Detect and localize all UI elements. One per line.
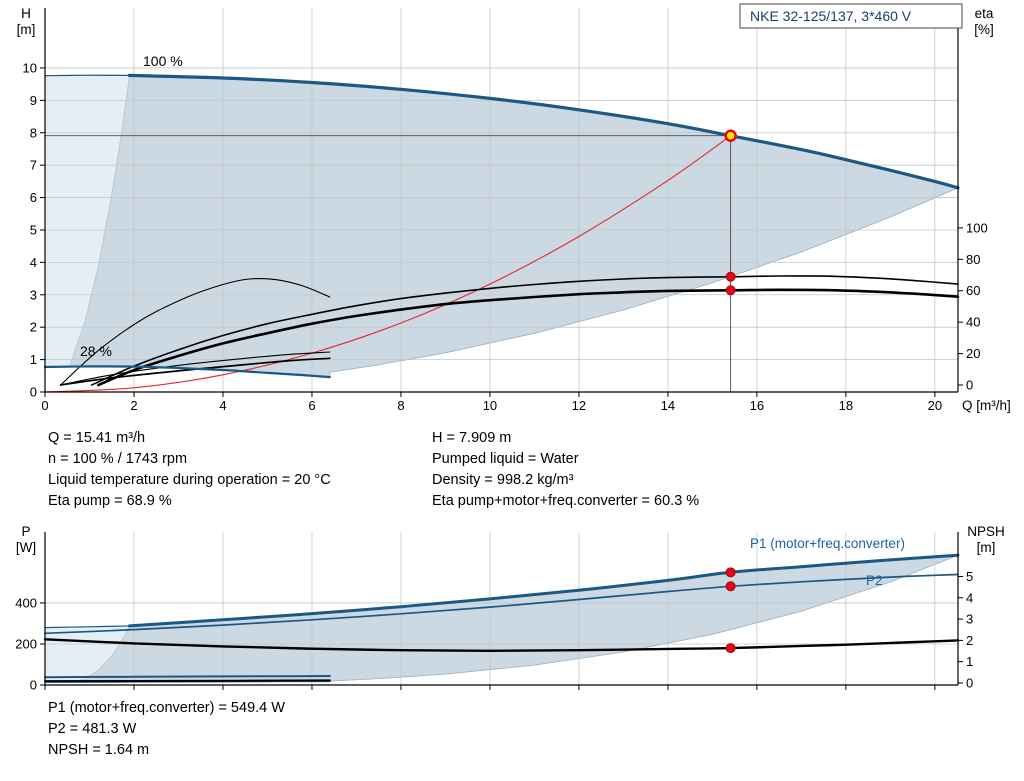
svg-text:4: 4	[30, 255, 37, 270]
result-head: H = 7.909 m	[432, 430, 512, 446]
eta-pump-28-curve	[60, 278, 331, 386]
result-eta-pump: Eta pump = 68.9 %	[48, 493, 172, 509]
result-npsh: NPSH = 1.64 m	[48, 742, 150, 758]
svg-text:100: 100	[966, 220, 988, 235]
svg-text:14: 14	[661, 398, 675, 413]
y-left-title: H	[21, 6, 31, 21]
svg-text:5: 5	[966, 569, 973, 584]
y-right-title: NPSH	[967, 524, 1005, 539]
npsh-dot	[725, 643, 736, 654]
svg-text:0: 0	[966, 675, 973, 690]
result-liquid: Pumped liquid = Water	[432, 451, 579, 467]
svg-text:4: 4	[966, 590, 973, 605]
svg-text:400: 400	[15, 595, 37, 610]
svg-text:4: 4	[219, 398, 226, 413]
svg-text:6: 6	[308, 398, 315, 413]
svg-text:40: 40	[966, 315, 980, 330]
qh-eta-chart: 0 2 4 6 8 10 12 14 16 18 2001234567891002040608010…	[17, 3, 1011, 413]
svg-text:2: 2	[966, 633, 973, 648]
chart-title: NKE 32-125/137, 3*460 V	[750, 8, 912, 24]
tick-labels: 0 200 400 0 1 2 3 4 5	[15, 569, 973, 692]
eta-28-curve-a	[60, 351, 331, 386]
svg-text:0: 0	[966, 377, 973, 392]
operating-envelope	[68, 74, 960, 378]
x-axis-title: Q [m³/h]	[962, 398, 1011, 413]
svg-text:200: 200	[15, 636, 37, 651]
svg-text:2: 2	[130, 398, 137, 413]
y-right-unit: [%]	[974, 22, 994, 37]
p1-curve-ext	[44, 625, 131, 629]
p2-curve	[44, 573, 959, 635]
svg-text:9: 9	[30, 93, 37, 108]
svg-text:3: 3	[966, 612, 973, 627]
svg-text:18: 18	[839, 398, 853, 413]
y-left-unit: [m]	[17, 22, 36, 37]
eta-total-curve	[97, 288, 960, 387]
result-eta-total: Eta pump+motor+freq.converter = 60.3 %	[432, 493, 700, 509]
result-density: Density = 998.2 kg/m³	[432, 472, 574, 488]
duty-results-left: Q = 15.41 m³/h n = 100 % / 1743 rpm Liqu…	[48, 428, 331, 512]
svg-text:10: 10	[483, 398, 497, 413]
duty-point-marker	[724, 129, 737, 142]
svg-text:60: 60	[966, 283, 980, 298]
svg-text:7: 7	[30, 158, 37, 173]
npsh-28-curve	[44, 679, 331, 683]
svg-text:8: 8	[30, 125, 37, 140]
y-left-title: P	[21, 524, 30, 539]
axes	[44, 8, 959, 393]
speed-100-label: 100 %	[143, 53, 183, 69]
svg-text:8: 8	[397, 398, 404, 413]
svg-text:80: 80	[966, 252, 980, 267]
pump-curve-100-ext	[44, 74, 131, 77]
result-q: Q = 15.41 m³/h	[48, 430, 146, 446]
y-right-unit: [m]	[977, 540, 996, 555]
svg-text:1: 1	[966, 654, 973, 669]
power-npsh-chart: 0 200 400 0 1 2 3 4 5 P1 (motor+freq.converter) P2…	[15, 524, 1005, 693]
power-results: P1 (motor+freq.converter) = 549.4 W P2 =…	[48, 698, 285, 761]
svg-text:12: 12	[572, 398, 586, 413]
power-envelope	[69, 554, 959, 683]
svg-text:20: 20	[928, 398, 942, 413]
eta-total-dot	[725, 285, 736, 296]
svg-text:20: 20	[966, 346, 980, 361]
p1-28-curve	[44, 675, 331, 679]
svg-text:5: 5	[30, 222, 37, 237]
result-speed: n = 100 % / 1743 rpm	[48, 451, 188, 467]
svg-text:16: 16	[750, 398, 764, 413]
control-curve	[44, 135, 732, 393]
svg-text:2: 2	[30, 320, 37, 335]
npsh-curve	[43, 638, 960, 653]
result-p1: P1 (motor+freq.converter) = 549.4 W	[48, 700, 285, 716]
result-p2: P2 = 481.3 W	[48, 721, 137, 737]
axis-ticks	[40, 67, 963, 397]
p2-dot	[725, 581, 736, 592]
svg-text:6: 6	[30, 190, 37, 205]
p2-curve-label: P2	[866, 573, 883, 588]
p1-curve-label: P1 (motor+freq.converter)	[750, 536, 905, 551]
pump-curve-28	[43, 365, 331, 379]
eta-28-curve-b	[59, 357, 331, 386]
svg-text:0: 0	[30, 385, 37, 400]
axes	[44, 532, 959, 686]
svg-text:10: 10	[23, 60, 37, 75]
gridlines	[45, 8, 958, 392]
eta-pump-curve	[90, 275, 959, 386]
p1-dot	[725, 567, 736, 578]
axis-ticks	[40, 576, 963, 690]
svg-text:1: 1	[30, 352, 37, 367]
p1-curve	[128, 553, 960, 628]
speed-28-label: 28 %	[80, 343, 112, 359]
result-temperature: Liquid temperature during operation = 20…	[48, 472, 331, 488]
y-right-title: eta	[975, 6, 994, 21]
y-left-unit: [W]	[16, 540, 36, 555]
duty-results-right: H = 7.909 m Pumped liquid = Water Densit…	[432, 428, 699, 512]
tick-labels: 0 2 4 6 8 10 12 14 16 18 2001234567891002040608010…	[23, 60, 988, 413]
pump-curve-100	[127, 73, 960, 190]
svg-text:3: 3	[30, 287, 37, 302]
svg-text:0: 0	[41, 398, 48, 413]
eta-pump-dot	[725, 271, 736, 282]
title-box	[739, 3, 963, 29]
svg-text:0: 0	[30, 678, 37, 693]
